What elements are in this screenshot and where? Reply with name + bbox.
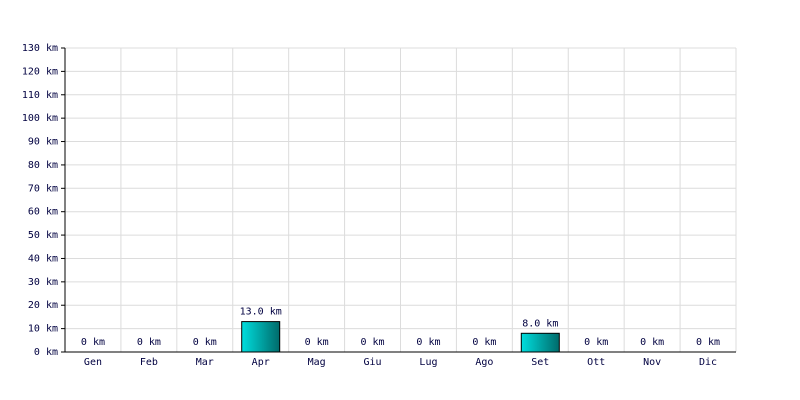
x-tick-label: Dic <box>699 357 717 368</box>
y-tick-label: 110 km <box>22 90 58 101</box>
y-tick-label: 130 km <box>22 43 58 54</box>
y-tick-label: 0 km <box>34 347 58 358</box>
x-tick-label: Mag <box>308 357 326 368</box>
value-label: 0 km <box>696 337 720 348</box>
value-label: 0 km <box>416 337 440 348</box>
x-tick-label: Feb <box>140 357 158 368</box>
y-tick-label: 30 km <box>28 277 58 288</box>
value-label: 13.0 km <box>240 307 282 318</box>
value-label: 0 km <box>584 337 608 348</box>
value-label: 0 km <box>472 337 496 348</box>
x-tick-label: Nov <box>643 357 661 368</box>
y-tick-label: 100 km <box>22 113 58 124</box>
y-tick-label: 70 km <box>28 183 58 194</box>
x-tick-label: Ott <box>587 357 605 368</box>
value-label: 0 km <box>81 337 105 348</box>
x-tick-label: Gen <box>84 357 102 368</box>
value-label: 0 km <box>640 337 664 348</box>
y-tick-label: 20 km <box>28 300 58 311</box>
value-label: 0 km <box>137 337 161 348</box>
y-tick-label: 90 km <box>28 137 58 148</box>
bar <box>241 321 281 353</box>
y-tick-label: 60 km <box>28 207 58 218</box>
x-tick-label: Apr <box>252 357 270 368</box>
x-tick-label: Giu <box>364 357 382 368</box>
value-label: 0 km <box>360 337 384 348</box>
value-label: 0 km <box>193 337 217 348</box>
y-tick-label: 10 km <box>28 324 58 335</box>
x-tick-label: Lug <box>419 357 437 368</box>
bar <box>520 332 560 353</box>
y-tick-label: 40 km <box>28 253 58 264</box>
y-tick-label: 120 km <box>22 66 58 77</box>
x-tick-label: Set <box>531 357 549 368</box>
value-label: 8.0 km <box>522 318 558 329</box>
x-tick-label: Mar <box>196 357 214 368</box>
y-tick-label: 80 km <box>28 160 58 171</box>
value-label: 0 km <box>305 337 329 348</box>
x-tick-label: Ago <box>475 357 493 368</box>
y-tick-label: 50 km <box>28 230 58 241</box>
